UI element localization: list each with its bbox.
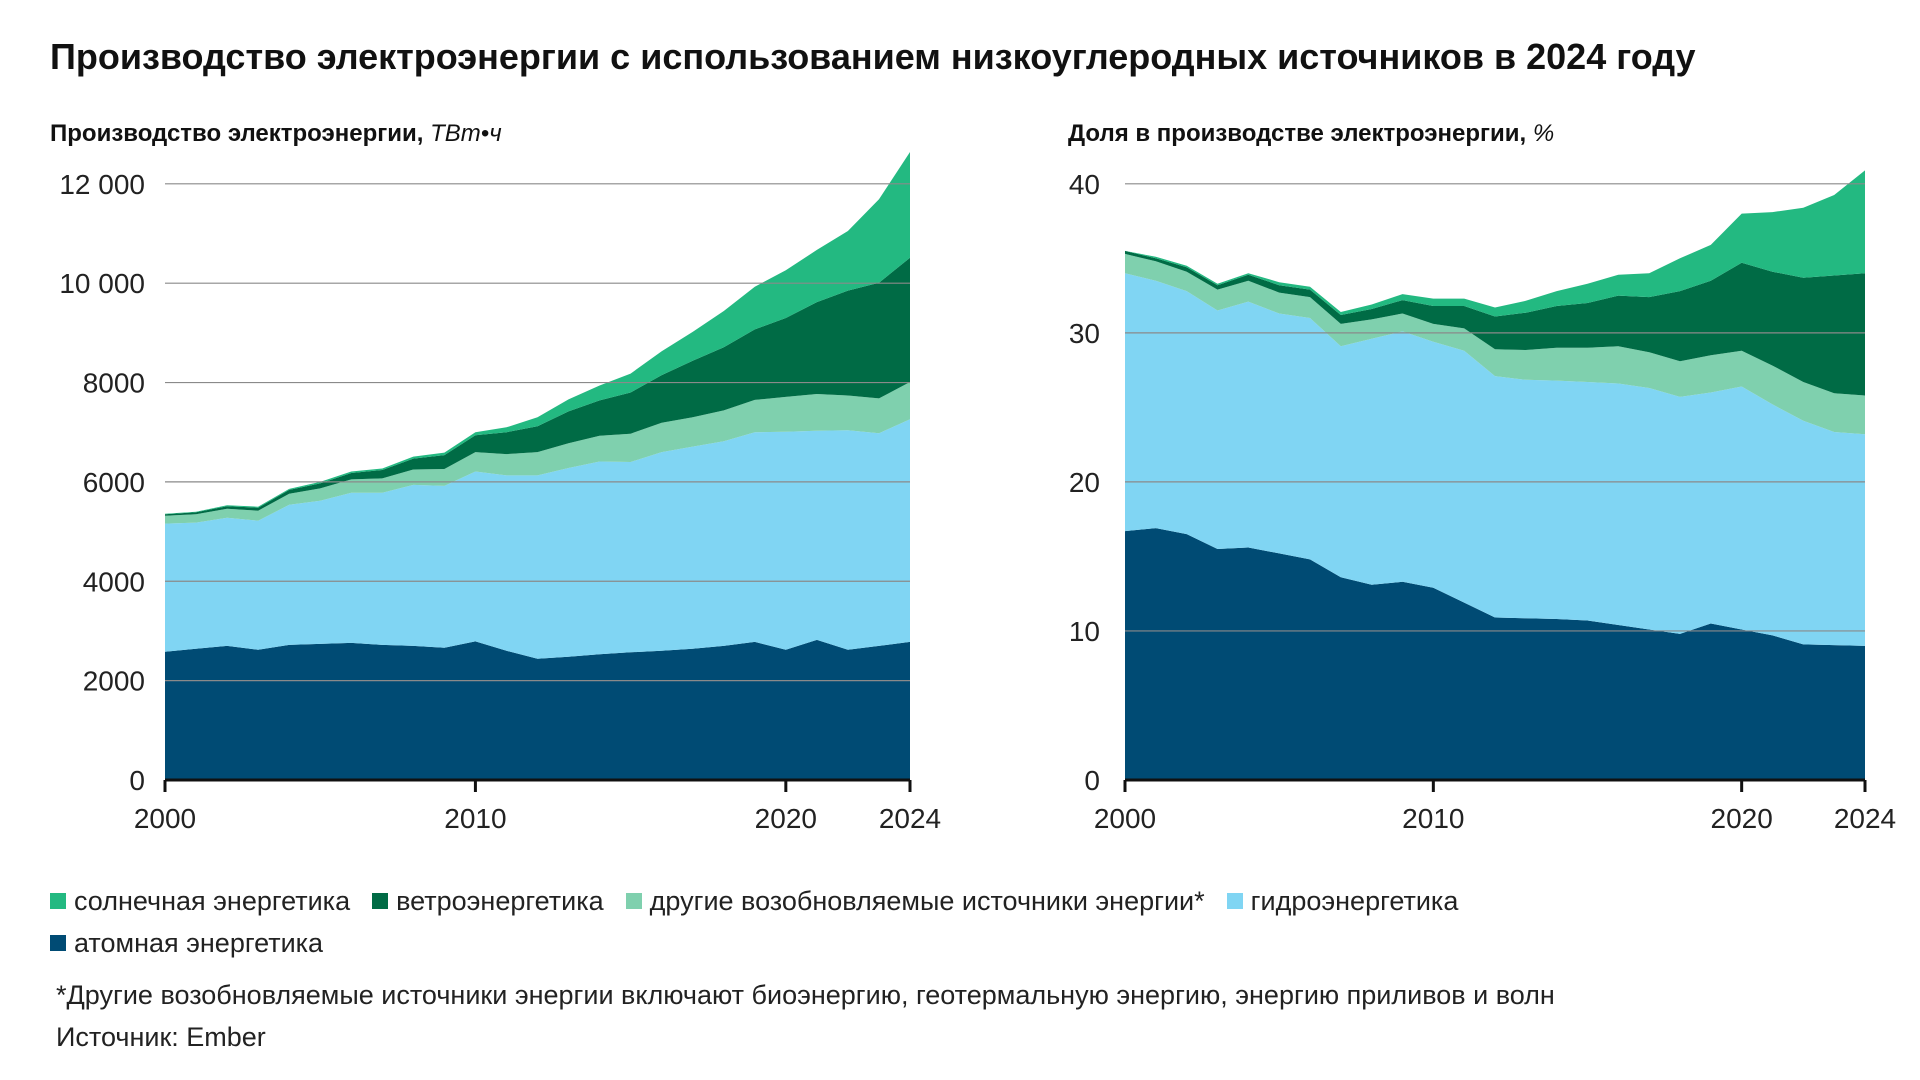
legend-swatch-other-renewables (625, 893, 642, 909)
legend: солнечная энергетика ветроэнергетика дру… (50, 880, 1750, 964)
right-area-nuclear (1125, 528, 1865, 780)
legend-swatch-solar (50, 893, 66, 909)
right-area-other-renewables (1125, 253, 1865, 435)
legend-label-nuclear: атомная энергетика (74, 927, 324, 958)
left-x-tick-label: 2000 (134, 803, 196, 834)
right-y-tick-label: 40 (1069, 169, 1100, 200)
left-x-tick-label: 2024 (879, 803, 941, 834)
legend-swatch-nuclear (50, 935, 66, 951)
right-chart-subtitle: Доля в производстве электроэнергии, % (1068, 120, 1554, 148)
left-area-other-renewables (165, 382, 910, 524)
legend-label-hydro: гидроэнергетика (1250, 885, 1459, 916)
left-y-tick-label: 6000 (83, 467, 145, 498)
right-area-wind (1125, 250, 1865, 396)
left-x-tick-label: 2010 (444, 803, 506, 834)
right-chart-unit: % (1532, 120, 1555, 147)
legend-item-solar: солнечная энергетика (50, 886, 350, 917)
left-chart-title-separator: , (416, 120, 431, 147)
left-y-tick-label: 0 (129, 765, 145, 796)
left-x-tick-label: 2020 (755, 803, 817, 834)
legend-item-hydro: гидроэнергетика (1226, 885, 1459, 917)
right-x-tick-label: 2000 (1094, 803, 1156, 834)
legend-swatch-wind (372, 893, 389, 909)
legend-row-1: солнечная энергетика ветроэнергетика дру… (50, 880, 1750, 922)
legend-row-2: атомная энергетика (50, 922, 1750, 964)
right-y-tick-label: 30 (1069, 318, 1100, 349)
left-y-tick-label: 10 000 (59, 268, 145, 299)
chart-title: Производство электроэнергии с использова… (50, 36, 1696, 77)
footnote: *Другие возобновляемые источники энергии… (56, 980, 1555, 1010)
legend-swatch-hydro (1226, 893, 1243, 909)
legend-item-nuclear: атомная энергетика (50, 928, 323, 959)
legend-label-wind: ветроэнергетика (396, 885, 604, 916)
left-y-tick-label: 8000 (83, 368, 145, 399)
left-area-nuclear (165, 639, 910, 780)
left-chart-title: Производство электроэнергии (50, 120, 417, 147)
left-area-wind (165, 257, 910, 516)
right-x-tick-label: 2010 (1402, 803, 1464, 834)
source-note: Источник: Ember (56, 1022, 266, 1052)
right-chart-title: Доля в производстве электроэнергии (1068, 120, 1520, 147)
legend-label-solar: солнечная энергетика (74, 885, 351, 916)
right-chart-title-separator: , (1519, 120, 1533, 147)
legend-item-other-renewables: другие возобновляемые источники энергии* (625, 885, 1205, 917)
left-chart-subtitle: Производство электроэнергии, ТВт•ч (50, 120, 502, 148)
right-x-tick-label: 2024 (1834, 803, 1896, 834)
left-y-tick-label: 2000 (83, 666, 145, 697)
right-x-tick-label: 2020 (1711, 803, 1773, 834)
left-area-hydro (165, 419, 910, 659)
legend-item-wind: ветроэнергетика (372, 886, 604, 917)
right-y-tick-label: 0 (1084, 765, 1100, 796)
left-y-tick-label: 4000 (83, 566, 145, 597)
right-area-hydro (1125, 273, 1865, 646)
legend-label-other-renewables: другие возобновляемые источники энергии* (649, 885, 1205, 916)
right-y-tick-label: 10 (1069, 616, 1100, 647)
left-chart-unit: ТВт•ч (430, 120, 502, 147)
right-y-tick-label: 20 (1069, 467, 1100, 498)
left-y-tick-label: 12 000 (59, 169, 145, 200)
right-area-solar (1125, 170, 1865, 317)
